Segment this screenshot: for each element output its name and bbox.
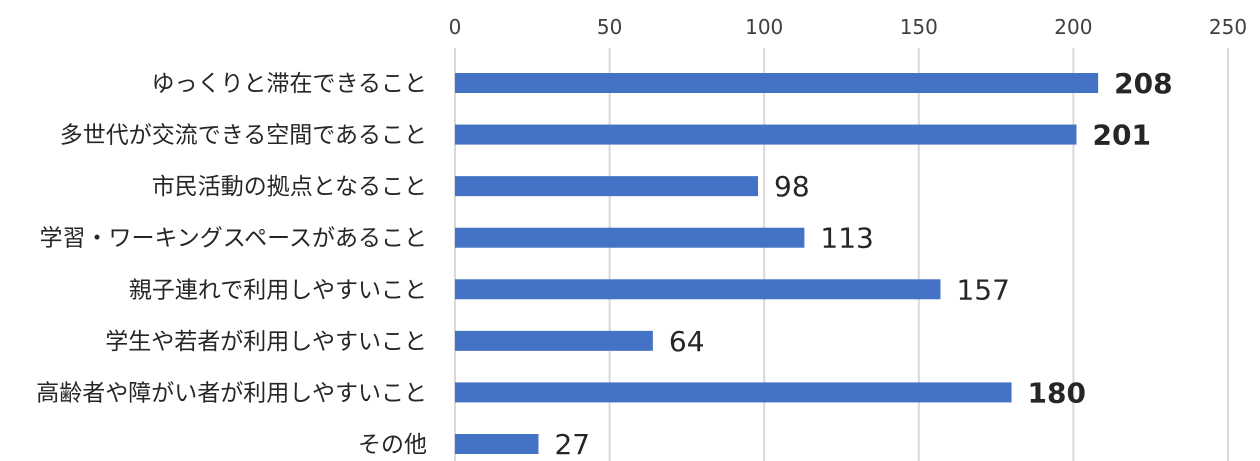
category-labels: ゆっくりと滞在できること多世代が交流できる空間であること市民活動の拠点となること…: [36, 71, 427, 458]
category-label: 多世代が交流できる空間であること: [60, 123, 427, 149]
data-label: 201: [1092, 119, 1150, 152]
data-labels: 208 201 98 113 157 64 180 27: [554, 67, 1172, 461]
data-label: 113: [820, 222, 873, 255]
data-label: 157: [956, 273, 1009, 306]
category-label: 市民活動の拠点となること: [152, 174, 427, 200]
data-label: 98: [774, 170, 810, 203]
bar: [455, 279, 941, 300]
x-tick-label: 100: [745, 15, 783, 39]
category-label: その他: [358, 432, 427, 458]
bar: [455, 124, 1077, 145]
bar: [455, 382, 1012, 403]
category-label: 高齢者や障がい者が利用しやすいこと: [36, 380, 427, 406]
x-tick-label: 150: [900, 15, 938, 39]
x-axis-ticks: 0 50 100 150 200 250: [449, 15, 1247, 39]
data-label: 180: [1028, 376, 1086, 409]
bar: [455, 176, 759, 197]
bar: [455, 227, 805, 248]
data-label: 27: [554, 428, 590, 461]
bar: [455, 330, 653, 351]
data-label: 64: [669, 325, 705, 358]
category-label: 学生や若者が利用しやすいこと: [105, 329, 427, 355]
x-tick-label: 200: [1054, 15, 1092, 39]
x-tick-label: 250: [1209, 15, 1247, 39]
x-tick-label: 50: [597, 15, 622, 39]
category-label: ゆっくりと滞在できること: [151, 71, 427, 97]
x-tick-label: 0: [449, 15, 462, 39]
bar: [455, 433, 539, 454]
bars: [455, 73, 1099, 454]
data-label: 208: [1114, 67, 1172, 100]
category-label: 学習・ワーキングスペースがあること: [39, 226, 427, 252]
bar: [455, 73, 1099, 93]
category-label: 親子連れで利用しやすいこと: [129, 277, 427, 303]
